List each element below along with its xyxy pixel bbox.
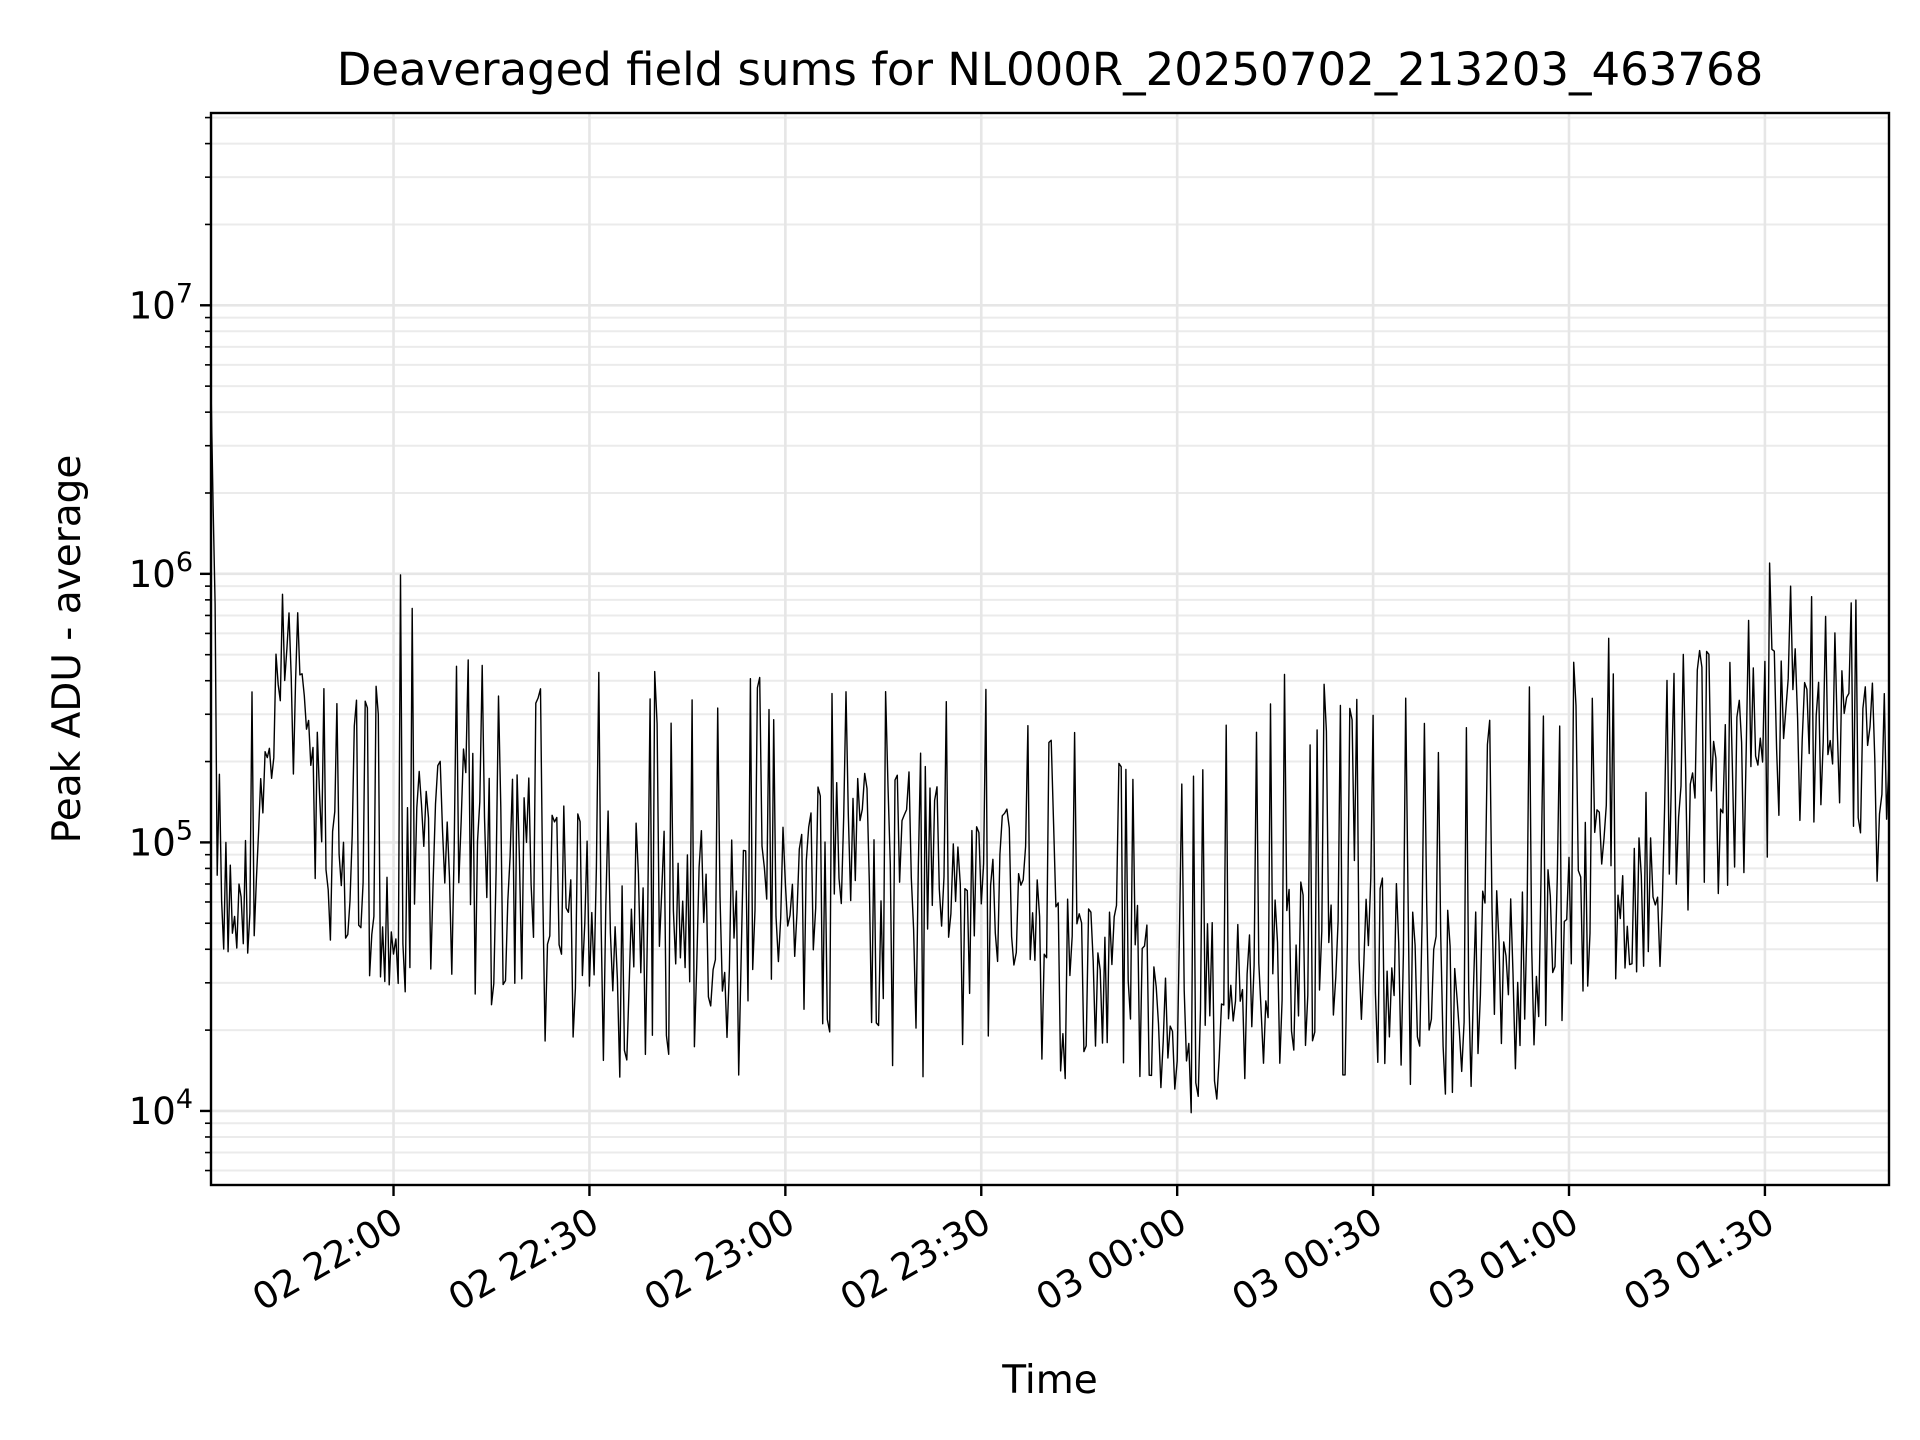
series-layer	[210, 386, 1890, 1114]
x-axis-label: Time	[1001, 1358, 1097, 1403]
y-axis: 104 105 106 107	[129, 116, 211, 1172]
series-line	[210, 386, 1890, 1114]
y-tick-label: 104	[129, 1084, 193, 1133]
chart-title: Deaveraged field sums for NL000R_2025070…	[337, 43, 1764, 96]
y-axis-label: Peak ADU - average	[45, 455, 90, 844]
y-tick-label: 106	[129, 547, 193, 596]
plot-frame	[209, 111, 1891, 1187]
plot-area	[211, 113, 1889, 1185]
y-tick-label: 107	[129, 278, 193, 327]
y-tick-label: 105	[129, 815, 193, 864]
